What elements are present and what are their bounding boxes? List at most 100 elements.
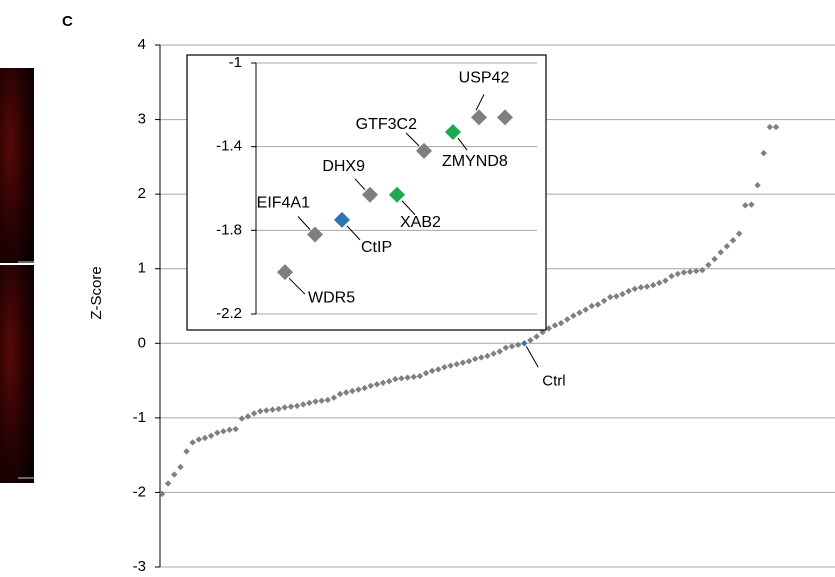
data-point [662,277,668,283]
data-point [288,403,294,409]
data-point [196,436,202,442]
data-point [552,322,558,328]
data-point [460,359,466,365]
data-point [632,286,638,292]
data-point [761,150,767,156]
data-point [447,362,453,368]
data-point [294,403,300,409]
micrograph [0,68,34,263]
data-point [509,343,515,349]
data-point [705,262,711,268]
data-point [441,364,447,370]
data-point [681,269,687,275]
annotation: Ctrl [542,372,565,389]
leader-line [526,346,538,367]
data-point [503,345,509,351]
point-label: XAB2 [400,214,441,231]
data-point [374,381,380,387]
y-tick-label: -2.2 [216,305,242,322]
data-point [417,373,423,379]
point-label: ZMYND8 [442,153,508,170]
data-point [190,439,196,445]
data-point [558,320,564,326]
y-tick-label: 3 [138,111,146,128]
data-point [767,124,773,130]
data-point [748,201,754,207]
panel-label: C [62,13,73,30]
data-point [349,388,355,394]
data-point [355,386,361,392]
y-tick-label: -3 [133,558,146,575]
data-point [183,448,189,454]
data-point [742,202,748,208]
data-point [171,471,177,477]
data-point [515,342,521,348]
data-point [454,361,460,367]
data-point [582,307,588,313]
data-point [619,291,625,297]
data-point [411,374,417,380]
data-point [398,375,404,381]
data-point [533,333,539,339]
y-tick-label: 0 [138,334,146,351]
data-point [595,301,601,307]
data-point [527,337,533,343]
y-tick-label: -1 [133,409,146,426]
data-point [711,256,717,262]
y-tick-label: -1 [229,54,242,71]
data-point [484,353,490,359]
data-point [724,243,730,249]
data-point [275,406,281,412]
data-point [306,400,312,406]
data-point [337,391,343,397]
point-label: USP42 [459,70,510,87]
data-point [736,230,742,236]
data-point [361,385,367,391]
data-point [392,376,398,382]
data-point [699,267,705,273]
data-point [429,368,435,374]
data-point [773,124,779,130]
data-point [570,312,576,318]
data-point [202,435,208,441]
point-label: EIF4A1 [257,195,310,212]
data-point [404,374,410,380]
data-point [386,378,392,384]
data-point [226,427,232,433]
y-tick-label: -2 [133,483,146,500]
point-label: WDR5 [308,289,355,306]
point-label: DHX9 [322,158,365,175]
data-point [220,428,226,434]
data-point [282,404,288,410]
data-point [564,316,570,322]
point-label: GTF3C2 [356,116,417,133]
data-point [644,283,650,289]
data-point [675,271,681,277]
data-point [214,430,220,436]
data-point [312,398,318,404]
data-point [300,401,306,407]
data-point [638,284,644,290]
data-point [232,426,238,432]
y-tick-label: -1.8 [216,221,242,238]
data-point [576,310,582,316]
y-axis-label: Z-Score [88,266,105,319]
data-point [165,480,171,486]
data-point [497,348,503,354]
data-point [269,406,275,412]
data-point [625,288,631,294]
inset-plot: -1-1.4-1.8-2.2WDR5EIF4A1CtIPDHX9XAB2GTF3… [187,54,546,330]
data-point [521,340,527,346]
y-tick-label: -1.4 [216,138,242,155]
data-point [423,370,429,376]
data-point [368,383,374,389]
data-point [656,280,662,286]
data-point [466,358,472,364]
y-tick-label: 4 [138,36,146,53]
data-point [490,351,496,357]
data-point [718,249,724,255]
data-point [208,433,214,439]
data-point [613,293,619,299]
data-point [754,182,760,188]
data-point [435,366,441,372]
